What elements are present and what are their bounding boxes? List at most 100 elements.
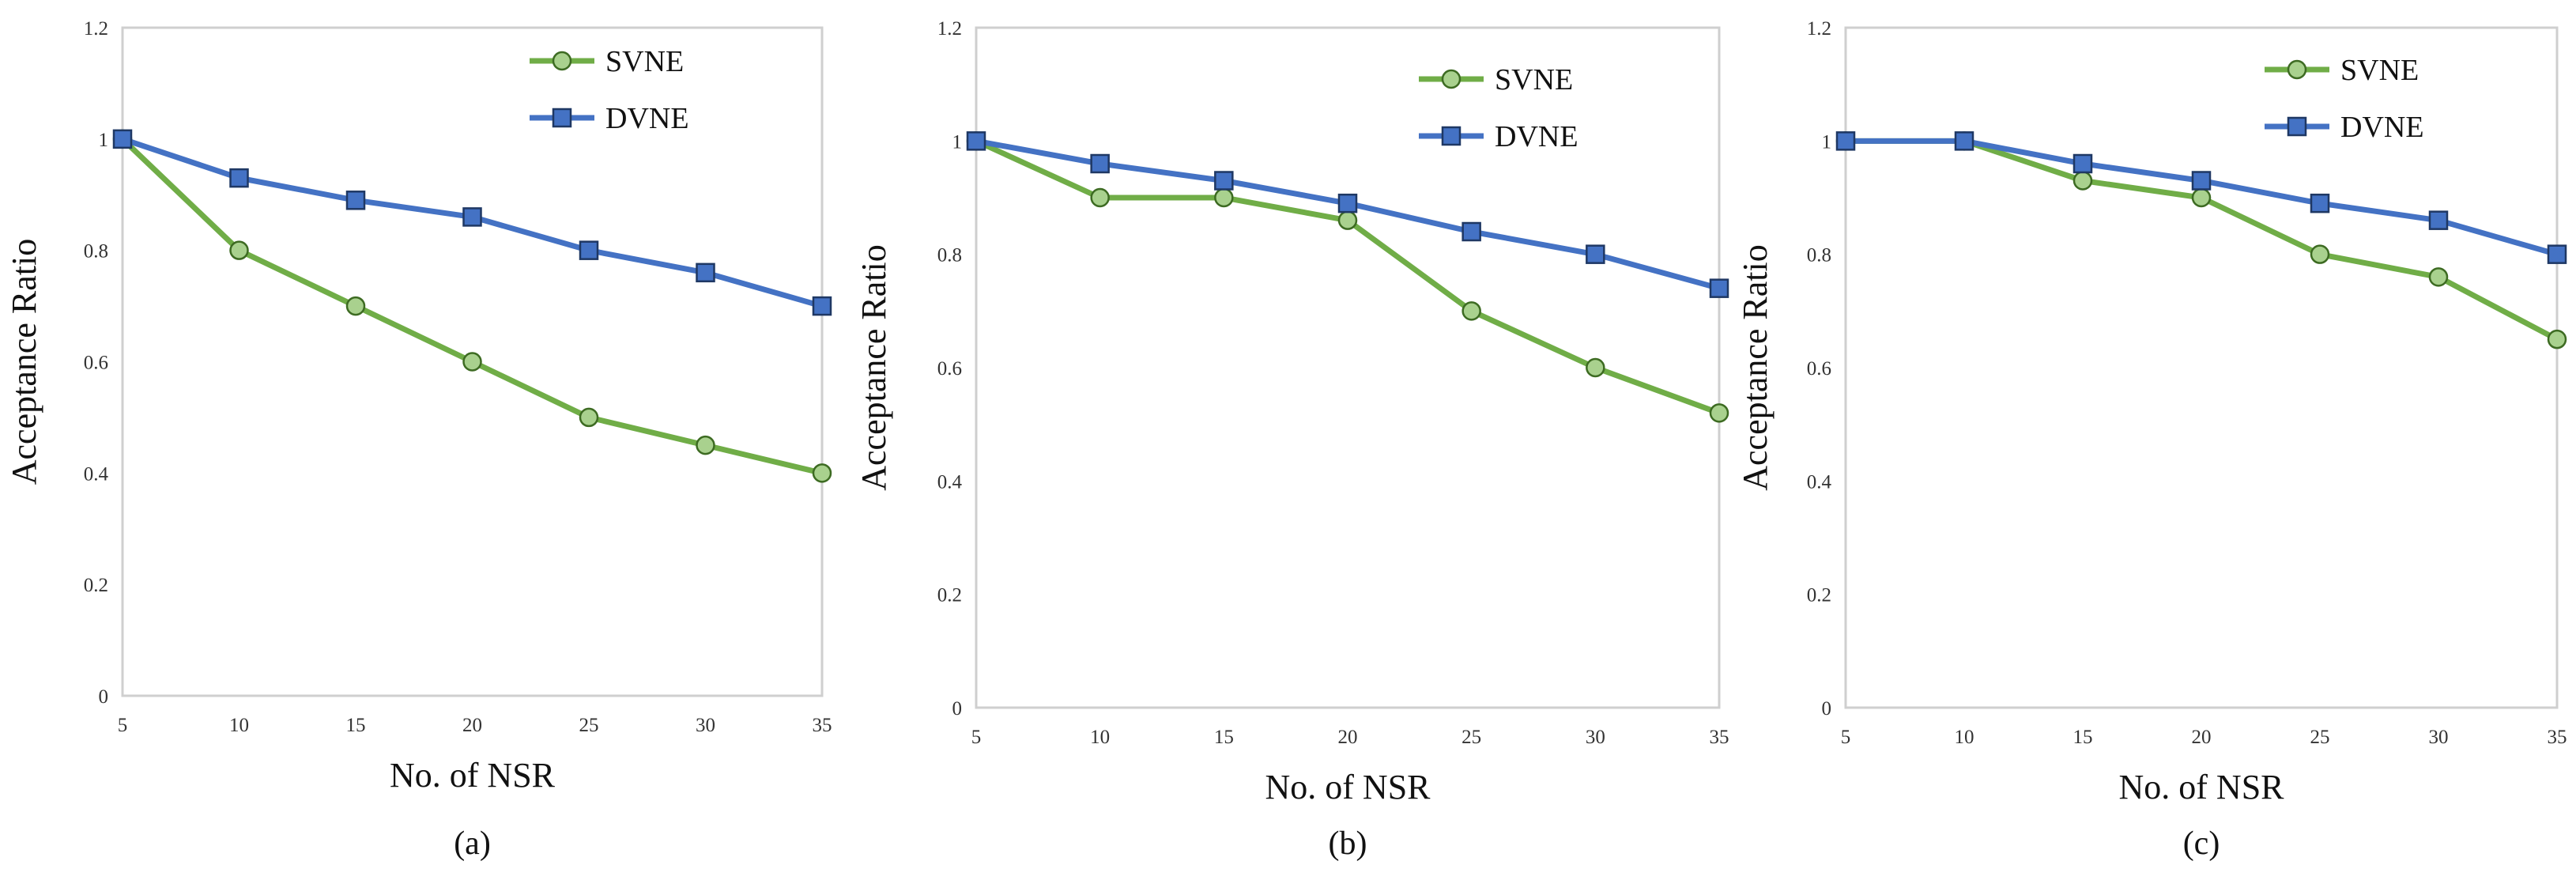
data-point-svne bbox=[345, 296, 366, 316]
plot-frame bbox=[975, 26, 1721, 709]
y-tick-label: 0.4 bbox=[937, 471, 963, 493]
x-tick-label: 25 bbox=[579, 715, 599, 736]
y-axis-label: Acceptance Ratio bbox=[1736, 244, 1775, 491]
plot-frame bbox=[121, 26, 824, 697]
plot-frame bbox=[1844, 26, 2559, 709]
legend-label-dvne: DVNE bbox=[2340, 111, 2424, 144]
x-tick-label: 20 bbox=[1338, 727, 1358, 748]
legend-marker bbox=[1441, 126, 1461, 146]
y-tick-label: 1.2 bbox=[1807, 18, 1831, 40]
y-tick-label: 0.4 bbox=[84, 463, 109, 485]
legend-marker bbox=[1441, 69, 1461, 89]
x-tick-label: 30 bbox=[696, 715, 715, 736]
x-tick-label: 15 bbox=[1214, 727, 1234, 748]
y-tick-label: 0.6 bbox=[1807, 358, 1831, 380]
y-tick-label: 0.6 bbox=[84, 353, 108, 374]
data-point-svne bbox=[1090, 187, 1110, 208]
y-tick-label: 0.4 bbox=[1807, 471, 1832, 493]
y-tick-label: 0 bbox=[99, 686, 109, 708]
data-point-dvne bbox=[2310, 193, 2330, 213]
legend-label-dvne: DVNE bbox=[1495, 120, 1578, 153]
chart-panel-3: 0 0.2 0.4 0.6 0.8 1 1.2 5 10 15 20 25 30 35 No. of NSR… bbox=[1736, 18, 2567, 862]
data-point-dvne bbox=[1461, 221, 1481, 242]
x-tick-label: 30 bbox=[2429, 727, 2449, 748]
y-tick-label: 1 bbox=[952, 131, 963, 153]
y-tick-label: 0.8 bbox=[1807, 245, 1831, 266]
y-axis-label: Acceptance Ratio bbox=[5, 239, 43, 485]
y-tick-label: 0.8 bbox=[937, 245, 962, 266]
data-point-dvne bbox=[2428, 210, 2449, 230]
data-point-dvne bbox=[579, 240, 599, 260]
data-point-dvne bbox=[462, 207, 482, 227]
legend-marker bbox=[552, 51, 572, 71]
panel-caption: (a) bbox=[454, 825, 491, 862]
x-tick-label: 25 bbox=[1461, 727, 1481, 748]
data-point-svne bbox=[1461, 301, 1481, 321]
x-tick-label: 10 bbox=[1955, 727, 1974, 748]
data-point-svne bbox=[579, 407, 599, 428]
y-axis-label: Acceptance Ratio bbox=[854, 244, 893, 491]
data-point-svne bbox=[2310, 244, 2330, 264]
chart-panel-1: 0 0.2 0.4 0.6 0.8 1 1.2 5 10 15 20 25 30 35 No. of NSR… bbox=[5, 18, 832, 862]
data-point-dvne bbox=[112, 129, 133, 149]
data-point-svne bbox=[696, 435, 715, 455]
data-point-svne bbox=[1214, 187, 1234, 208]
legend: SVNE DVNE bbox=[530, 45, 689, 135]
data-point-svne bbox=[1337, 210, 1358, 230]
x-axis-label: No. of NSR bbox=[2118, 768, 2284, 806]
legend-marker bbox=[552, 108, 572, 128]
legend: SVNE DVNE bbox=[1419, 63, 1578, 153]
x-tick-label: 35 bbox=[1710, 727, 1729, 748]
x-tick-label: 20 bbox=[462, 715, 482, 736]
data-point-svne bbox=[2072, 171, 2093, 191]
y-tick-label: 0.8 bbox=[84, 241, 108, 262]
y-tick-label: 1 bbox=[1822, 131, 1832, 153]
x-tick-label: 25 bbox=[2310, 727, 2330, 748]
legend-label-svne: SVNE bbox=[2340, 54, 2419, 87]
data-point-dvne bbox=[229, 168, 249, 188]
x-tick-label: 15 bbox=[346, 715, 366, 736]
x-tick-label: 35 bbox=[813, 715, 832, 736]
y-tick-label: 0.2 bbox=[937, 585, 962, 606]
data-point-svne bbox=[229, 240, 249, 260]
data-point-dvne bbox=[1214, 171, 1234, 191]
legend-marker bbox=[2287, 116, 2307, 137]
data-point-dvne bbox=[2072, 153, 2093, 174]
y-tick-label: 0.6 bbox=[937, 358, 962, 380]
data-point-dvne bbox=[696, 262, 715, 283]
x-tick-label: 5 bbox=[1841, 727, 1851, 748]
x-tick-label: 5 bbox=[118, 715, 128, 736]
data-point-svne bbox=[2191, 187, 2212, 208]
data-point-dvne bbox=[812, 296, 832, 316]
legend-label-svne: SVNE bbox=[1495, 63, 1573, 96]
data-point-svne bbox=[1709, 403, 1729, 423]
data-point-dvne bbox=[2191, 171, 2212, 191]
legend-marker bbox=[2287, 59, 2307, 80]
y-tick-label: 1 bbox=[99, 130, 109, 151]
y-tick-label: 1.2 bbox=[84, 18, 108, 40]
legend-label-svne: SVNE bbox=[605, 45, 684, 78]
y-tick-label: 1.2 bbox=[937, 18, 962, 40]
x-tick-label: 10 bbox=[1090, 727, 1110, 748]
legend-label-dvne: DVNE bbox=[605, 102, 689, 135]
data-point-dvne bbox=[1586, 244, 1605, 264]
x-tick-label: 10 bbox=[229, 715, 249, 736]
data-point-dvne bbox=[1090, 153, 1110, 174]
x-axis-label: No. of NSR bbox=[1265, 768, 1431, 806]
y-tick-label: 0.2 bbox=[84, 575, 108, 596]
x-axis-label: No. of NSR bbox=[390, 756, 556, 795]
x-tick-label: 5 bbox=[971, 727, 982, 748]
legend: SVNE DVNE bbox=[2265, 54, 2424, 144]
y-tick-label: 0 bbox=[952, 698, 963, 719]
data-point-svne bbox=[2428, 267, 2449, 287]
y-tick-label: 0.2 bbox=[1807, 585, 1831, 606]
x-tick-label: 20 bbox=[2192, 727, 2212, 748]
panel-caption: (b) bbox=[1329, 825, 1367, 862]
data-point-dvne bbox=[1835, 131, 1856, 151]
data-point-dvne bbox=[345, 191, 366, 210]
data-point-svne bbox=[462, 352, 482, 372]
data-point-dvne bbox=[2547, 244, 2567, 264]
x-tick-label: 30 bbox=[1586, 727, 1605, 748]
